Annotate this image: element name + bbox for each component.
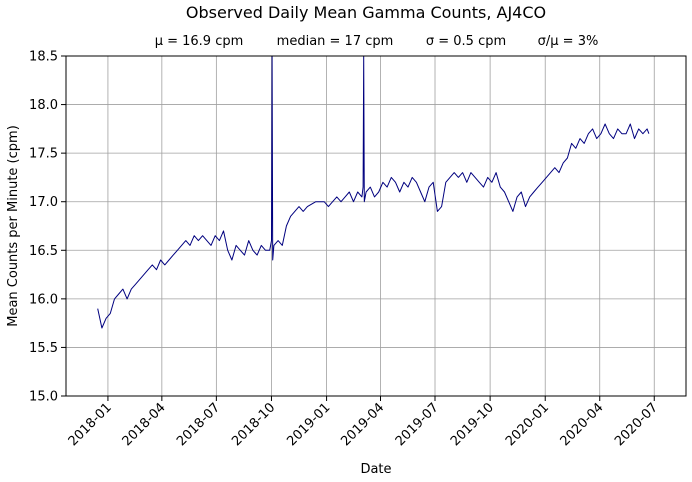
stat-sigma: σ = 0.5 cpm [426,34,506,49]
chart-title: Observed Daily Mean Gamma Counts, AJ4CO [186,3,546,22]
plot-frame [65,55,687,397]
x-tick-label: 2018-07 [174,400,223,449]
x-tick-label: 2018-04 [120,400,169,449]
x-axis-label: Date [360,462,391,477]
series-layer [97,55,650,329]
x-tick-label: 2018-01 [66,400,115,449]
y-tick-label: 17.5 [29,147,58,162]
y-tick-label: 15.5 [29,341,58,356]
y-axis: 15.0 15.5 16.0 16.5 17.0 17.5 18.0 18.5 [29,50,66,405]
x-tick-label: 2020-01 [503,400,552,449]
y-tick-label: 17.0 [29,195,58,210]
y-tick-label: 18.0 [29,98,58,113]
x-axis: 2018-01 2018-04 2018-07 2018-10 2019-01 2019-… [66,396,661,449]
stat-median: median = 17 cpm [277,34,394,49]
y-tick-label: 15.0 [29,390,58,405]
x-tick-label: 2020-07 [612,400,661,449]
stat-mean: μ = 16.9 cpm [155,34,244,49]
y-tick-label: 18.5 [29,50,58,65]
stat-cv: σ/μ = 3% [538,34,599,49]
x-tick-label: 2018-10 [229,400,278,449]
y-axis-label: Mean Counts per Minute (cpm) [6,125,21,327]
x-tick-label: 2020-04 [558,400,607,449]
grid [66,55,686,397]
series-line [97,55,650,329]
x-tick-label: 2019-10 [448,400,497,449]
x-tick-label: 2019-04 [338,400,387,449]
y-tick-label: 16.0 [29,292,58,307]
y-tick-label: 16.5 [29,244,58,259]
x-tick-label: 2019-01 [284,400,333,449]
x-tick-label: 2019-07 [393,400,442,449]
